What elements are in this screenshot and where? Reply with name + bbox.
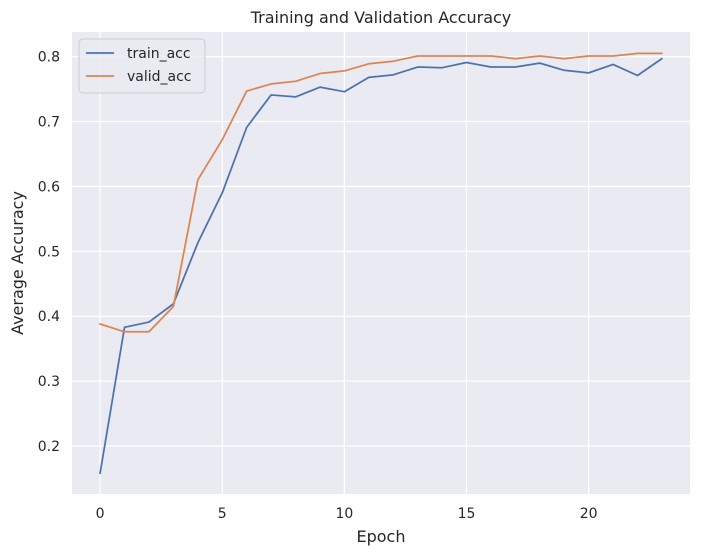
x-axis-label: Epoch [357,527,406,546]
chart-title: Training and Validation Accuracy [250,8,512,27]
series-lines [99,52,663,475]
x-tick-label-5: 5 [218,506,227,522]
x-tick-label-0: 0 [96,506,105,522]
y-axis-label: Average Accuracy [8,191,27,335]
y-tick-label-6: 0.8 [38,50,60,66]
y-tick-label-3: 0.5 [38,244,60,260]
x-tick-label-20: 20 [580,506,598,522]
series-line-valid-acc [99,52,663,333]
y-tick-label-4: 0.6 [38,179,60,195]
x-tick-labels: 0 5 10 15 20 [96,506,598,522]
x-tick-label-10: 10 [335,506,353,522]
plot-background [72,32,690,494]
y-tick-labels: 0.2 0.3 0.4 0.5 0.6 0.7 0.8 [38,50,60,455]
legend-label-train-acc: train_acc [127,46,191,62]
x-tick-label-15: 15 [458,506,476,522]
series-line-train-acc [99,57,663,475]
y-tick-label-2: 0.4 [38,309,60,325]
y-tick-label-1: 0.3 [38,374,60,390]
y-tick-label-5: 0.7 [38,115,60,131]
legend: train_acc valid_acc [78,38,206,94]
legend-label-valid-acc: valid_acc [127,69,192,85]
y-tick-label-0: 0.2 [38,439,60,455]
